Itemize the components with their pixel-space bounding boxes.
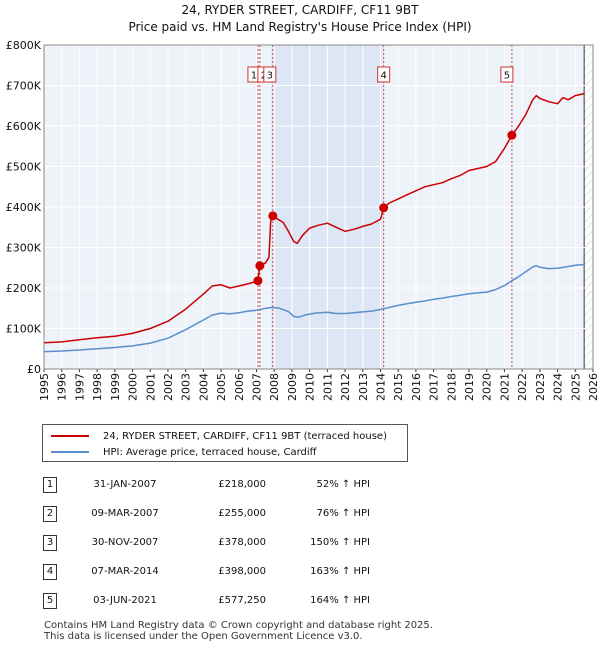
x-tick-label: 1999	[109, 373, 122, 401]
x-tick-label: 2024	[552, 373, 565, 401]
x-tick-label: 1997	[73, 373, 86, 401]
legend-swatch-property	[51, 435, 89, 437]
x-tick-label: 2018	[445, 373, 458, 401]
sale-hpi-change: 52% ↑ HPI	[316, 479, 370, 490]
x-tick-label: 2016	[410, 373, 423, 401]
x-tick-label: 2005	[215, 373, 228, 401]
sale-number-badge: 5	[43, 593, 57, 609]
sale-hpi-change: 163% ↑ HPI	[310, 566, 370, 577]
legend-swatch-hpi	[51, 451, 89, 453]
sale-number-badge: 2	[43, 506, 57, 522]
x-tick-label: 2014	[374, 373, 387, 401]
x-tick-label: 1996	[56, 373, 69, 401]
sale-number-badge: 4	[43, 564, 57, 580]
x-tick-label: 2008	[268, 373, 281, 401]
x-tick-label: 2021	[498, 373, 511, 401]
sale-point	[255, 261, 265, 271]
table-row: 4 07-MAR-2014 £398,000 163% ↑ HPI	[0, 563, 600, 583]
x-tick-label: 2001	[144, 373, 157, 401]
x-tick-label: 1995	[38, 373, 51, 401]
legend-item-hpi: HPI: Average price, terraced house, Card…	[51, 444, 317, 460]
y-tick-label: £700K	[6, 80, 42, 93]
legend-item-property: 24, RYDER STREET, CARDIFF, CF11 9BT (ter…	[51, 428, 387, 444]
y-tick-label: £600K	[6, 120, 42, 133]
sale-hpi-change: 76% ↑ HPI	[316, 508, 370, 519]
x-tick-label: 2000	[127, 373, 140, 401]
footer-licence: This data is licensed under the Open Gov…	[44, 631, 363, 642]
sale-price: £577,250	[218, 595, 266, 606]
x-tick-label: 2013	[357, 373, 370, 401]
x-tick-label: 2003	[180, 373, 193, 401]
x-tick-label: 2019	[463, 373, 476, 401]
y-tick-label: £400K	[6, 201, 42, 214]
sale-date: 07-MAR-2014	[91, 566, 159, 577]
x-tick-label: 2020	[481, 373, 494, 401]
table-row: 1 31-JAN-2007 £218,000 52% ↑ HPI	[0, 476, 600, 496]
sale-label: 1	[251, 71, 257, 82]
y-tick-label: £800K	[6, 39, 42, 52]
x-tick-label: 2025	[569, 373, 582, 401]
y-tick-label: £500K	[6, 161, 42, 174]
y-tick-label: £300K	[6, 242, 42, 255]
sale-point	[379, 203, 389, 213]
sale-date: 09-MAR-2007	[91, 508, 159, 519]
x-tick-label: 2026	[587, 373, 600, 401]
sale-date: 31-JAN-2007	[93, 479, 157, 490]
x-tick-label: 1998	[91, 373, 104, 401]
x-tick-label: 2011	[321, 373, 334, 401]
sale-label: 4	[380, 71, 386, 82]
sale-label: 3	[267, 71, 273, 82]
y-tick-label: £200K	[6, 282, 42, 295]
chart-title: 24, RYDER STREET, CARDIFF, CF11 9BT	[181, 3, 419, 17]
sale-date: 03-JUN-2021	[93, 595, 157, 606]
sale-label-box	[377, 66, 391, 83]
chart-plot: £0 £100K £200K £300K £400K £500K £600K £700K £80…	[6, 39, 600, 401]
x-tick-label: 2009	[286, 373, 299, 401]
x-tick-label: 2004	[197, 373, 210, 401]
x-tick-label: 2002	[162, 373, 175, 401]
sale-hpi-change: 150% ↑ HPI	[310, 537, 370, 548]
x-tick-label: 2022	[516, 373, 529, 401]
x-tick-label: 2015	[392, 373, 405, 401]
sale-point	[507, 130, 517, 140]
x-tick-label: 2023	[534, 373, 547, 401]
y-tick-label: £100K	[6, 323, 42, 336]
x-tick-label: 2010	[304, 373, 317, 401]
chart-subtitle: Price paid vs. HM Land Registry's House …	[128, 20, 472, 34]
y-tick-label: £0	[27, 363, 41, 376]
sale-point	[268, 211, 278, 221]
plot-border	[43, 44, 594, 370]
sale-number-badge: 1	[43, 477, 57, 493]
sale-price: £218,000	[218, 479, 266, 490]
x-tick-label: 2006	[233, 373, 246, 401]
chart-title-block: 24, RYDER STREET, CARDIFF, CF11 9BT Pric…	[0, 2, 600, 36]
x-tick-label: 2012	[339, 373, 352, 401]
x-tick-label: 2007	[251, 373, 264, 401]
sale-label-box	[263, 66, 277, 83]
sale-price: £255,000	[218, 508, 266, 519]
sale-price: £398,000	[218, 566, 266, 577]
sale-number-badge: 3	[43, 535, 57, 551]
sale-label-box	[500, 66, 514, 83]
sale-hpi-change: 164% ↑ HPI	[310, 595, 370, 606]
legend: 24, RYDER STREET, CARDIFF, CF11 9BT (ter…	[42, 424, 408, 462]
table-row: 2 09-MAR-2007 £255,000 76% ↑ HPI	[0, 505, 600, 525]
sale-date: 30-NOV-2007	[91, 537, 159, 548]
hpi-line	[43, 263, 585, 353]
table-row: 3 30-NOV-2007 £378,000 150% ↑ HPI	[0, 534, 600, 554]
legend-label-hpi: HPI: Average price, terraced house, Card…	[103, 446, 317, 458]
sale-point	[253, 276, 263, 286]
sale-label: 5	[504, 71, 510, 82]
footer-copyright: Contains HM Land Registry data © Crown c…	[44, 620, 433, 631]
x-tick-label: 2017	[428, 373, 441, 401]
sale-price: £378,000	[218, 537, 266, 548]
legend-label-property: 24, RYDER STREET, CARDIFF, CF11 9BT (ter…	[103, 430, 387, 442]
table-row: 5 03-JUN-2021 £577,250 164% ↑ HPI	[0, 592, 600, 612]
footer: Contains HM Land Registry data © Crown c…	[44, 620, 433, 642]
